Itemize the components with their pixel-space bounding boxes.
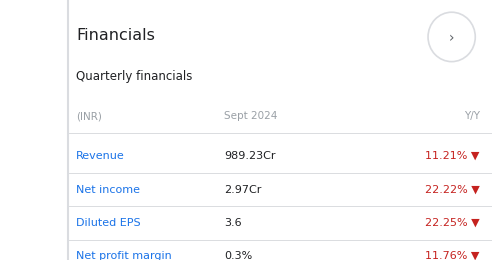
- Text: 11.76% ▼: 11.76% ▼: [425, 251, 480, 260]
- Text: 3.6: 3.6: [224, 218, 242, 228]
- Text: Y/Y: Y/Y: [463, 111, 480, 121]
- Text: 0.3%: 0.3%: [224, 251, 252, 260]
- Text: Net profit margin: Net profit margin: [76, 251, 172, 260]
- Text: 2.97Cr: 2.97Cr: [224, 185, 261, 195]
- Text: ›: ›: [449, 31, 455, 45]
- Text: Revenue: Revenue: [76, 151, 125, 161]
- Text: Net income: Net income: [76, 185, 140, 195]
- Text: 22.25% ▼: 22.25% ▼: [425, 218, 480, 228]
- Text: 989.23Cr: 989.23Cr: [224, 151, 276, 161]
- Text: Quarterly financials: Quarterly financials: [76, 70, 193, 83]
- Text: 11.21% ▼: 11.21% ▼: [425, 151, 480, 161]
- Text: Diluted EPS: Diluted EPS: [76, 218, 141, 228]
- Text: 22.22% ▼: 22.22% ▼: [425, 185, 480, 195]
- Text: (INR): (INR): [76, 111, 102, 121]
- Text: Sept 2024: Sept 2024: [224, 111, 277, 121]
- Text: Financials: Financials: [76, 28, 155, 43]
